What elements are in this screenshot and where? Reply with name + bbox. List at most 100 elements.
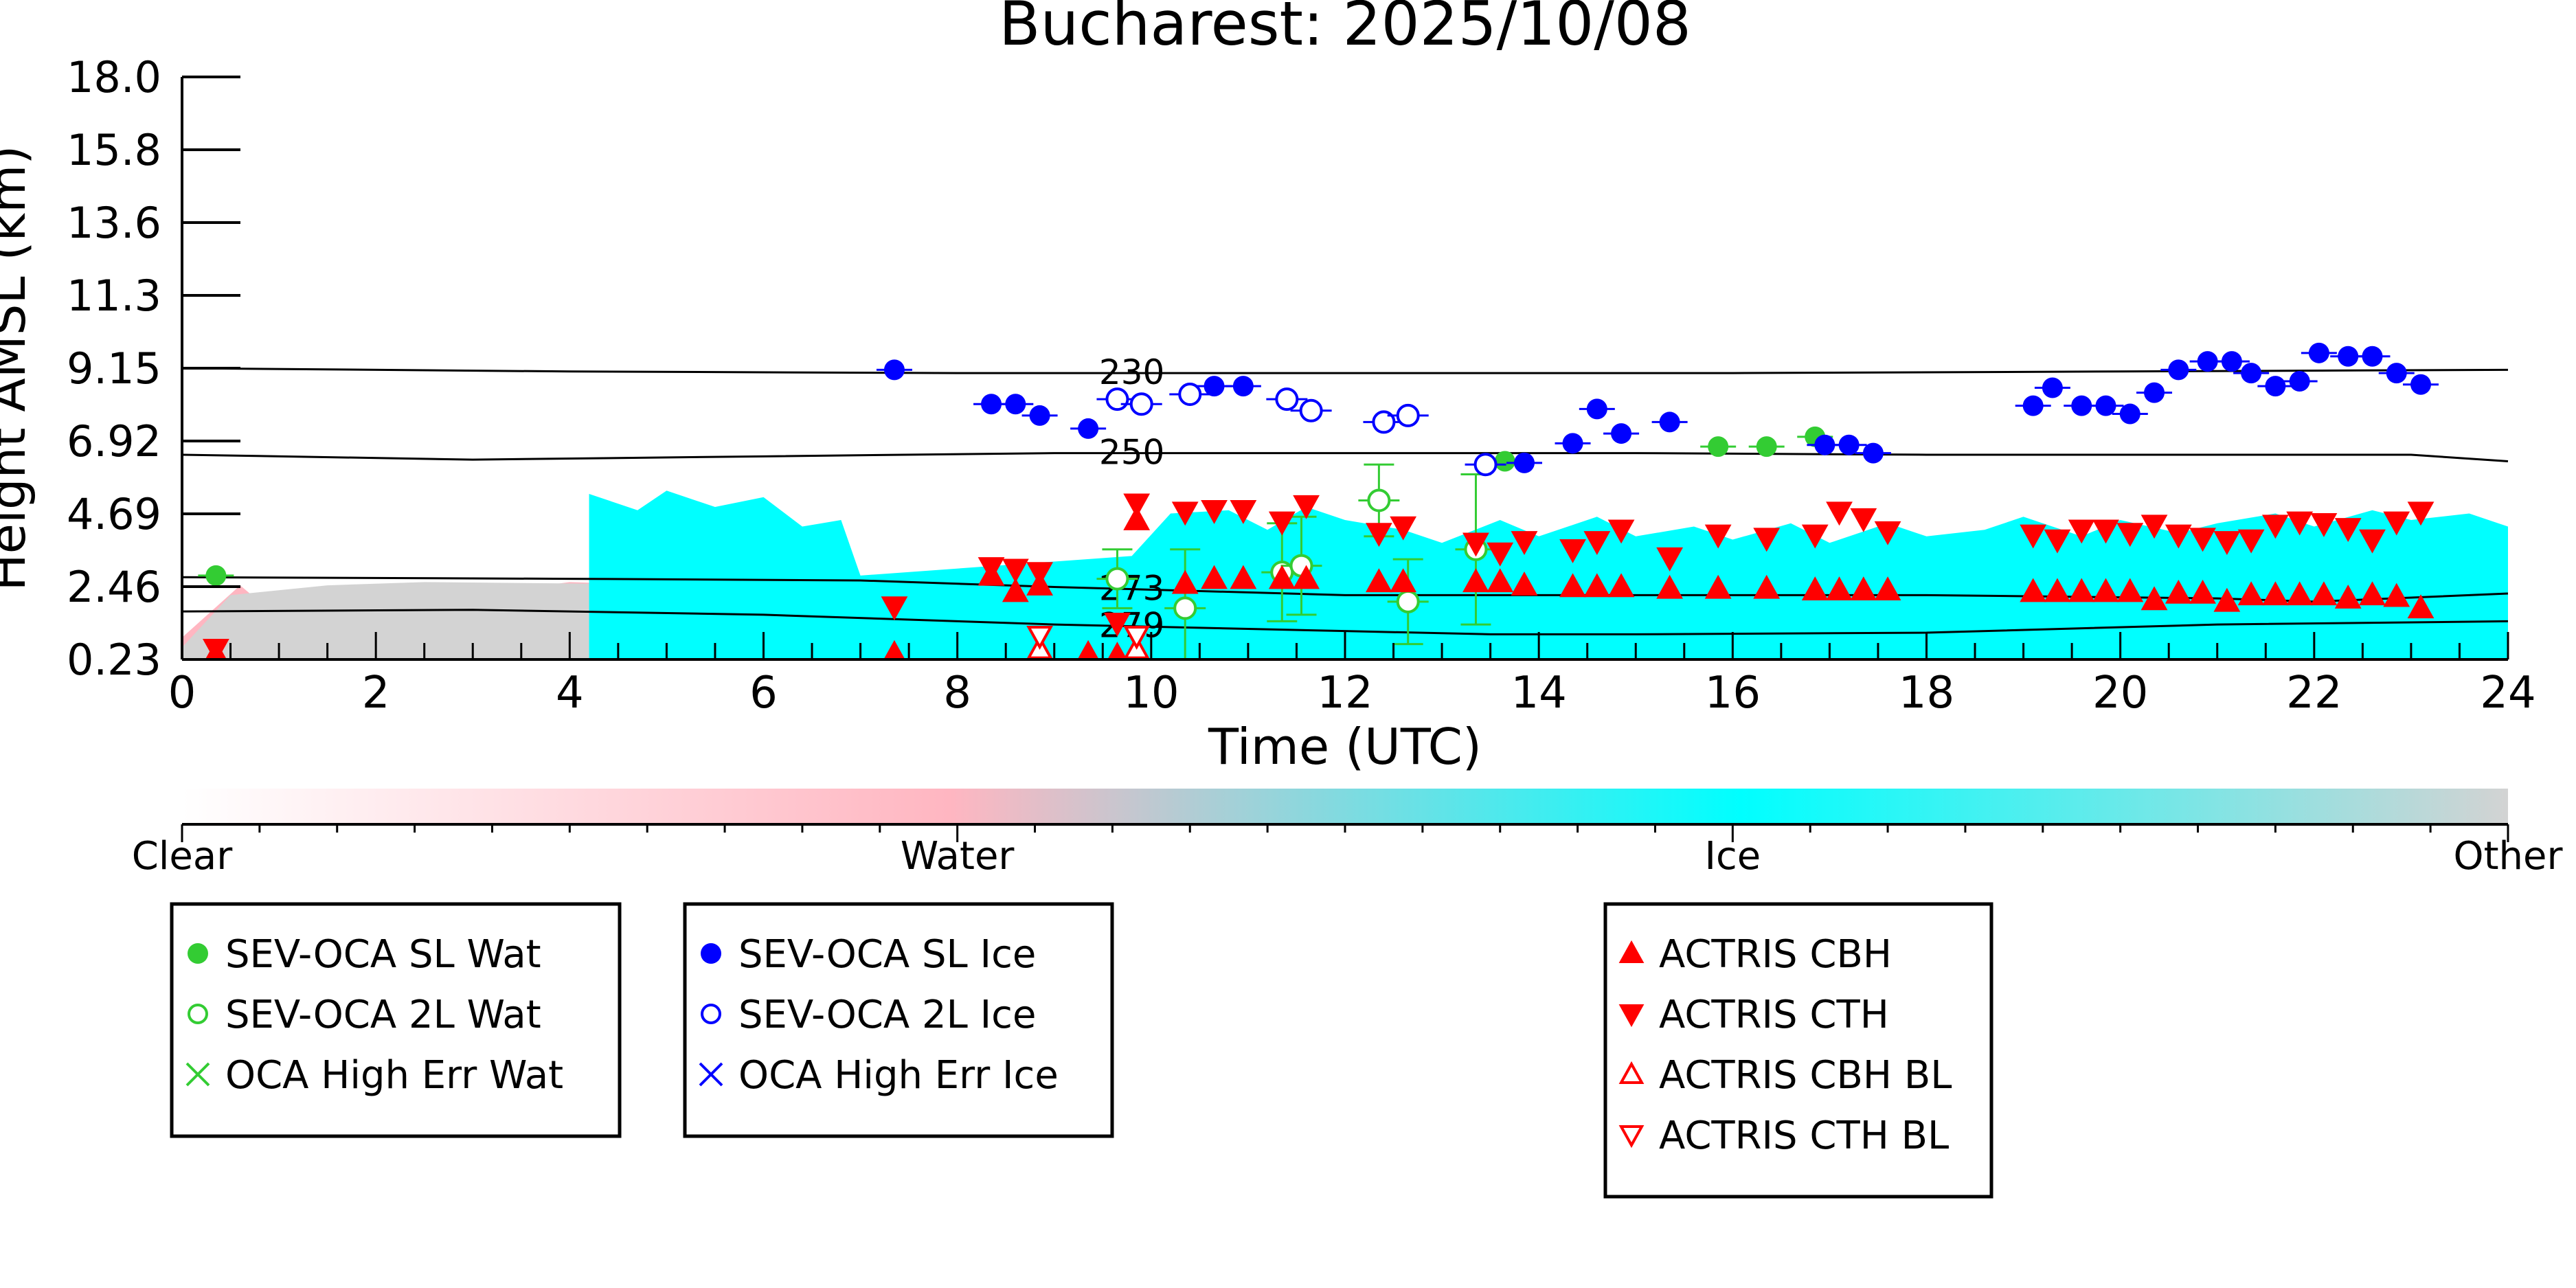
data-point bbox=[1171, 501, 1199, 526]
data-point bbox=[1511, 531, 1538, 556]
y-tick-label: 18.0 bbox=[67, 52, 161, 102]
data-point bbox=[2020, 524, 2047, 549]
legend-marker bbox=[188, 943, 208, 964]
data-point bbox=[1506, 452, 1543, 473]
series-actris-cbh bbox=[205, 506, 2434, 659]
data-point bbox=[883, 640, 905, 659]
x-tick-label: 12 bbox=[1317, 668, 1372, 719]
data-point bbox=[2034, 377, 2070, 398]
legend-marker bbox=[188, 1004, 208, 1024]
legend-marker bbox=[701, 943, 721, 964]
data-point bbox=[1465, 453, 1506, 477]
series-actris-cbh-bl bbox=[1026, 635, 1151, 659]
data-point bbox=[1230, 565, 1257, 589]
data-point bbox=[1607, 519, 1635, 544]
data-point bbox=[2092, 519, 2119, 544]
data-point bbox=[2092, 578, 2119, 602]
data-point bbox=[1026, 625, 1053, 650]
legend-label: SEV-OCA SL Wat bbox=[225, 932, 541, 977]
y-axis-label: Height AMSL (km) bbox=[0, 146, 36, 591]
data-point bbox=[2213, 531, 2241, 556]
data-point bbox=[1579, 398, 1615, 420]
y-tick-label: 0.23 bbox=[67, 635, 161, 685]
data-point bbox=[2383, 511, 2410, 536]
data-point bbox=[2262, 581, 2289, 606]
data-point bbox=[1607, 573, 1635, 598]
data-point bbox=[1651, 411, 1688, 433]
isotherm-230 bbox=[181, 367, 2509, 374]
data-point bbox=[2359, 529, 2386, 554]
phase-colorbar: Clear Water Ice Other bbox=[132, 789, 2563, 879]
data-point bbox=[1002, 578, 1029, 602]
data-point bbox=[1363, 410, 1405, 434]
x-tick-label: 8 bbox=[943, 668, 971, 719]
data-point bbox=[1268, 511, 1296, 536]
data-point bbox=[2286, 511, 2314, 536]
x-tick-label: 18 bbox=[1899, 668, 1954, 719]
legend-marker bbox=[1618, 1061, 1645, 1084]
data-point bbox=[1290, 398, 1332, 422]
legend-label: SEV-OCA SL Ice bbox=[738, 932, 1036, 977]
data-point bbox=[1487, 542, 1514, 567]
data-point bbox=[2088, 395, 2124, 416]
data-point bbox=[2140, 515, 2168, 539]
data-point bbox=[1753, 528, 1781, 552]
data-point bbox=[1026, 562, 1053, 587]
data-point bbox=[2334, 518, 2362, 543]
data-point bbox=[2334, 584, 2362, 609]
y-tick-label: 11.3 bbox=[67, 271, 161, 321]
legend-label: ACTRIS CTH bbox=[1659, 993, 1889, 1037]
x-tick-label: 10 bbox=[1123, 668, 1179, 719]
data-point bbox=[1225, 376, 1261, 397]
data-point bbox=[978, 557, 1005, 582]
legend-label: ACTRIS CBH BL bbox=[1659, 1053, 1952, 1098]
data-point bbox=[2165, 524, 2192, 549]
data-point bbox=[1559, 539, 1586, 563]
data-point bbox=[1850, 576, 1877, 601]
data-point bbox=[1266, 387, 1308, 411]
data-point bbox=[2233, 363, 2270, 384]
data-point bbox=[1077, 640, 1099, 659]
data-point bbox=[1387, 403, 1429, 427]
y-tick-label: 9.15 bbox=[67, 343, 161, 394]
data-point bbox=[1874, 576, 1901, 601]
data-point bbox=[1123, 493, 1151, 518]
x-tick-label: 16 bbox=[1705, 668, 1761, 719]
data-point bbox=[1700, 436, 1737, 457]
data-point bbox=[2116, 578, 2144, 602]
data-point bbox=[1603, 423, 1640, 444]
y-tick-label: 2.46 bbox=[67, 562, 161, 612]
colorbar-gradient bbox=[182, 789, 2508, 824]
data-point bbox=[1123, 506, 1151, 530]
x-tick-label: 6 bbox=[749, 668, 778, 719]
data-point bbox=[1855, 442, 1891, 464]
data-point bbox=[2160, 359, 2197, 381]
data-point bbox=[1390, 568, 1417, 593]
data-point bbox=[2140, 586, 2168, 611]
data-point bbox=[1365, 568, 1392, 593]
data-point bbox=[1462, 568, 1489, 593]
legend-label: SEV-OCA 2L Wat bbox=[225, 993, 541, 1037]
data-point bbox=[1268, 565, 1296, 589]
data-point bbox=[2407, 501, 2434, 526]
data-point bbox=[2165, 579, 2192, 604]
data-point bbox=[2044, 578, 2071, 602]
series-actris-cth-bl bbox=[1026, 625, 1151, 650]
data-point bbox=[198, 565, 234, 586]
x-tick-label: 4 bbox=[556, 668, 584, 719]
data-point bbox=[1164, 596, 1206, 620]
data-point bbox=[1704, 574, 1732, 599]
legend-label: OCA High Err Wat bbox=[225, 1053, 563, 1098]
x-tick-label: 24 bbox=[2480, 668, 2535, 719]
data-point bbox=[2403, 374, 2439, 395]
data-point bbox=[1831, 434, 1867, 455]
legends: SEV-OCA SL Wat SEV-OCA 2L Wat OCA High Err… bbox=[170, 902, 1993, 1199]
x-tick-label: 0 bbox=[168, 668, 196, 719]
data-point bbox=[2354, 346, 2391, 367]
data-point bbox=[202, 638, 229, 659]
data-point bbox=[2213, 351, 2250, 372]
data-point bbox=[2068, 578, 2095, 602]
legend-box-2: SEV-OCA SL Ice SEV-OCA 2L Ice OCA High Err… bbox=[683, 902, 1114, 1138]
data-point bbox=[2112, 403, 2148, 425]
